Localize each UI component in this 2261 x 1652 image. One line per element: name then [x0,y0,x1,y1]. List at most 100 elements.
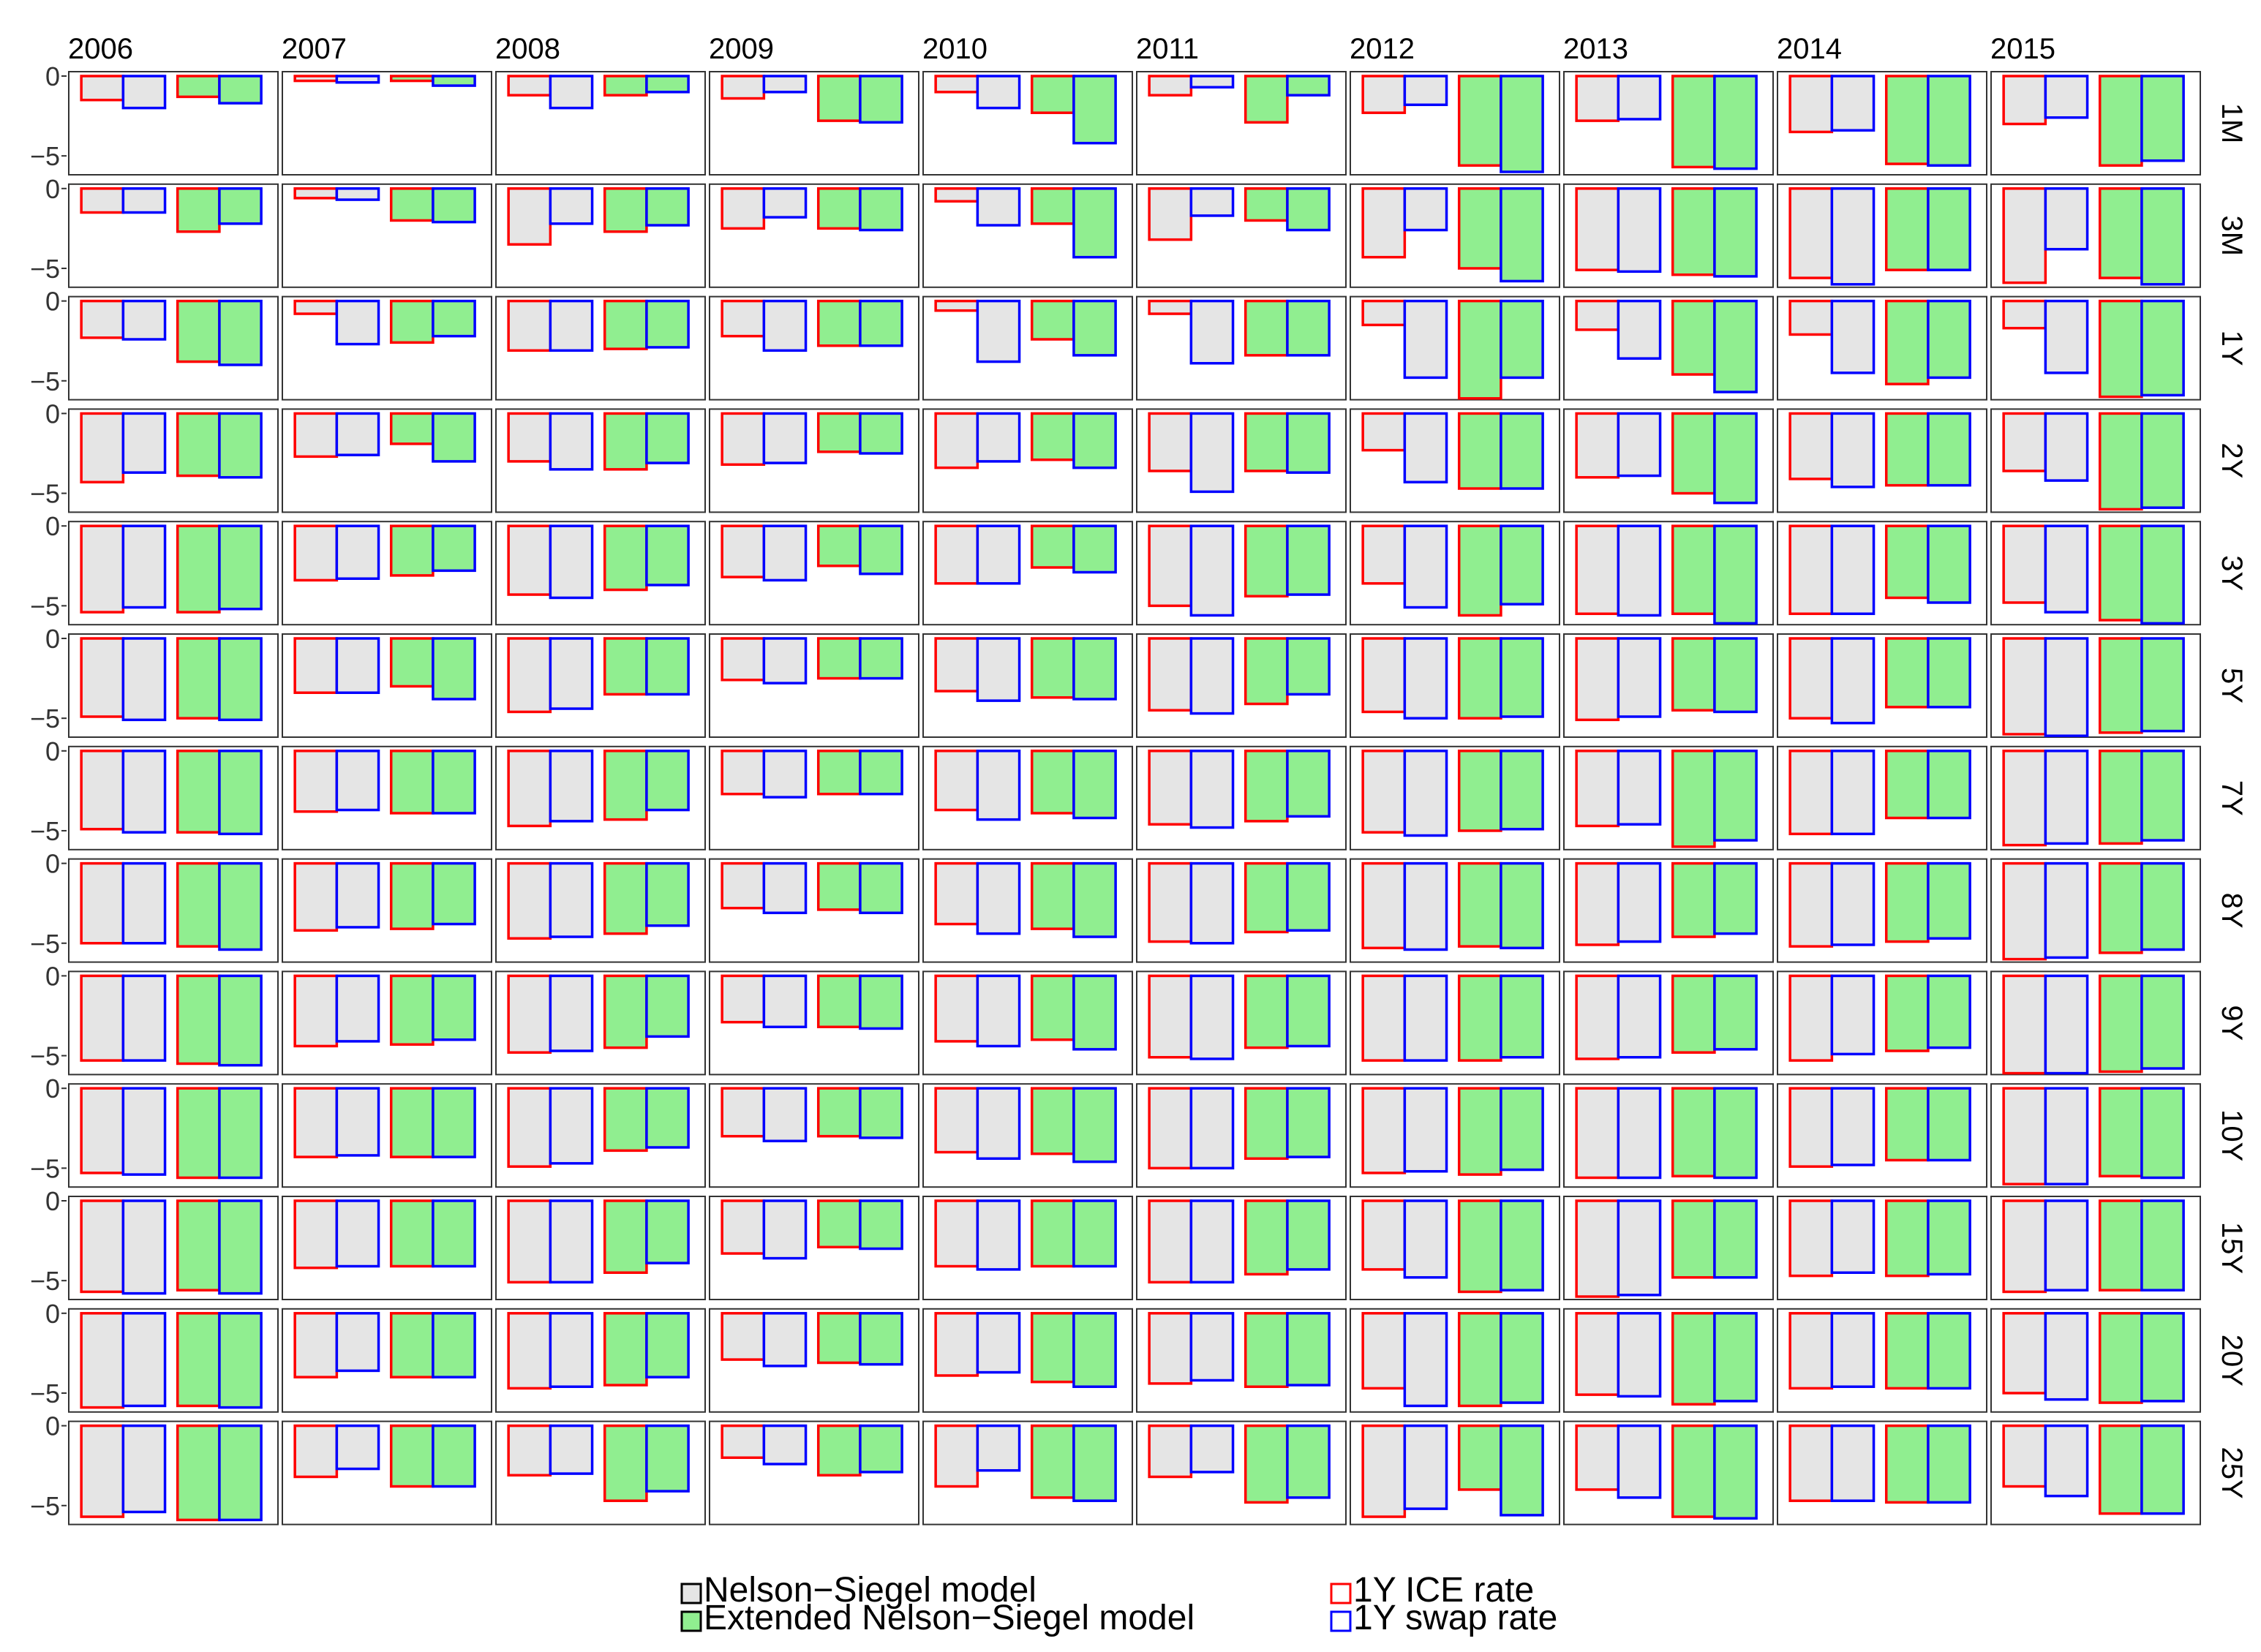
bar-7Y-2012-2 [1457,750,1502,832]
bar-5Y-2008-1 [549,637,594,710]
bar-8Y-2006-3 [218,861,263,951]
bar-10Y-2013-3 [1713,1087,1758,1180]
panel-5Y-2009 [709,633,919,738]
bar-5Y-2012-1 [1403,637,1448,720]
bar-8Y-2007-0 [293,861,339,932]
bar-15Y-2015-3 [2140,1199,2185,1292]
panel-10Y-2007 [282,1083,492,1188]
bar-2Y-2013-1 [1617,412,1662,478]
year-label-2015: 2015 [1990,33,2055,65]
bar-3Y-2008-2 [603,524,648,592]
y-tick-label: 0 [45,849,60,879]
year-label-2006: 2006 [68,33,133,65]
panel-10Y-2008 [495,1083,706,1188]
bar-9Y-2012-3 [1500,974,1544,1059]
bar-20Y-2010-2 [1030,1312,1075,1384]
panel-5Y-2007 [282,633,492,738]
panel-15Y-2008 [495,1196,706,1300]
bar-8Y-2014-0 [1788,861,1834,948]
bar-20Y-2015-1 [2044,1312,2089,1401]
bar-8Y-2015-0 [2002,861,2047,961]
bar-8Y-2007-3 [432,861,476,926]
bar-5Y-2011-2 [1244,637,1289,706]
bar-20Y-2014-3 [1927,1312,1971,1390]
panel-8Y-2006 [68,858,279,963]
bar-2Y-2006-1 [121,412,167,474]
bar-10Y-2008-3 [645,1087,690,1149]
panel-20Y-2010 [922,1308,1133,1413]
bar-2Y-2015-2 [2098,412,2143,511]
bar-5Y-2011-3 [1286,637,1331,696]
bar-2Y-2013-0 [1575,412,1620,479]
bar-8Y-2007-1 [335,861,380,929]
y-tick-label: −5 [30,1266,60,1296]
bar-1M-2015-3 [2140,75,2185,162]
bar-7Y-2007-2 [389,750,434,815]
panel-3Y-2007 [282,521,492,626]
panel-10Y-2015 [1990,1083,2201,1188]
bar-8Y-2008-1 [549,861,594,938]
bar-1M-2013-1 [1617,75,1662,121]
bar-5Y-2014-2 [1884,637,1930,709]
bar-3Y-2010-0 [934,524,979,585]
bar-1Y-2010-1 [976,299,1021,363]
bar-1Y-2014-3 [1927,299,1971,380]
bar-9Y-2008-1 [549,974,594,1052]
bar-3M-2010-2 [1030,187,1075,225]
panel-9Y-2008 [495,970,706,1076]
bar-5Y-2006-0 [80,637,125,718]
panel-25Y-2014 [1777,1420,1987,1525]
panel-8Y-2008 [495,858,706,963]
y-tick-label: −5 [30,141,60,171]
bar-9Y-2008-3 [645,974,690,1038]
bar-25Y-2008-2 [603,1424,648,1502]
bar-15Y-2008-0 [507,1199,552,1284]
panel-3Y-2014 [1777,521,1987,626]
panel-3Y-2006 [68,521,279,626]
y-tick-label: 0 [45,1299,60,1329]
panel-8Y-2009 [709,858,919,963]
bar-2Y-2008-1 [549,412,594,471]
bar-10Y-2006-2 [176,1087,221,1180]
y-tick-label: 0 [45,1186,60,1216]
bar-20Y-2007-0 [293,1312,339,1378]
bar-7Y-2010-2 [1030,750,1075,815]
bar-1Y-2011-2 [1244,299,1289,357]
bar-25Y-2006-0 [80,1424,125,1518]
bar-20Y-2013-2 [1671,1312,1716,1406]
bar-10Y-2006-1 [121,1087,167,1176]
bar-8Y-2007-2 [389,861,434,930]
bar-25Y-2010-0 [934,1424,979,1488]
bar-1Y-2008-1 [549,299,594,352]
bar-2Y-2008-0 [507,412,552,463]
panel-7Y-2009 [709,745,919,850]
bar-3M-2006-0 [80,187,125,214]
panel-25Y-2007 [282,1420,492,1525]
bar-3Y-2011-0 [1148,524,1193,608]
bar-9Y-2007-1 [335,974,380,1043]
bar-20Y-2011-0 [1148,1312,1193,1385]
bar-3Y-2013-3 [1713,524,1758,625]
bar-7Y-2014-3 [1927,750,1971,820]
bar-3M-2015-3 [2140,187,2185,286]
bar-15Y-2015-0 [2002,1199,2047,1294]
year-label-2013: 2013 [1563,33,1628,65]
bar-2Y-2015-0 [2002,412,2047,472]
bar-1M-2014-1 [1830,75,1876,132]
panel-3M-2009 [709,183,919,288]
bar-1Y-2009-1 [762,299,808,352]
bar-8Y-2013-0 [1575,861,1620,946]
bar-5Y-2010-1 [976,637,1021,702]
panel-2Y-2012 [1350,408,1560,513]
bar-5Y-2008-3 [645,637,690,696]
bar-7Y-2009-3 [859,750,903,796]
bar-3Y-2010-1 [976,524,1021,585]
bar-5Y-2014-3 [1927,637,1971,709]
bar-1Y-2007-0 [293,299,339,315]
bar-3Y-2012-2 [1457,524,1502,617]
bar-20Y-2006-3 [218,1312,263,1409]
bar-2Y-2011-1 [1189,412,1235,494]
bar-1Y-2012-3 [1500,299,1544,380]
